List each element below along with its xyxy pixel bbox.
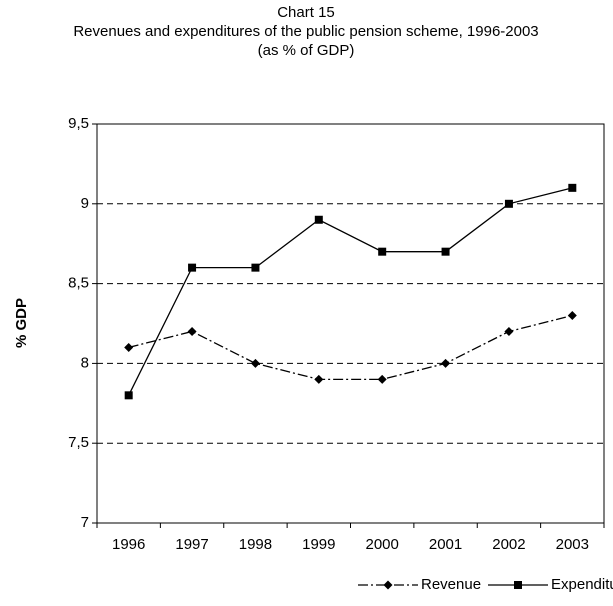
- y-axis-label: % GDP: [13, 298, 30, 348]
- marker: [250, 358, 260, 368]
- legend-marker: [514, 581, 522, 589]
- chart-subtitle: Revenues and expenditures of the public …: [73, 23, 538, 40]
- x-tick-label: 1998: [239, 536, 272, 553]
- marker: [188, 263, 197, 272]
- marker: [504, 199, 513, 208]
- chart-title: Chart 15: [277, 4, 335, 21]
- x-tick-label: 2000: [366, 536, 399, 553]
- y-tick-label: 9,5: [68, 115, 89, 132]
- marker: [314, 215, 323, 224]
- series-line: [128, 187, 573, 396]
- marker: [567, 311, 577, 321]
- y-tick-label: 9: [81, 195, 89, 212]
- y-tick-label: 7,5: [68, 434, 89, 451]
- y-tick-label: 7: [81, 514, 89, 531]
- y-tick-label: 8: [81, 354, 89, 371]
- x-tick-label: 2002: [492, 536, 525, 553]
- marker: [568, 183, 577, 192]
- series-line: [128, 314, 573, 381]
- legend-label: Expenditure: [551, 576, 613, 593]
- marker: [378, 247, 387, 256]
- legend-marker: [383, 580, 393, 590]
- x-tick-label: 1997: [175, 536, 208, 553]
- legend-label: Revenue: [421, 576, 481, 593]
- marker: [187, 326, 197, 336]
- x-tick-label: 2001: [429, 536, 462, 553]
- marker: [314, 374, 324, 384]
- marker: [124, 391, 133, 400]
- marker: [251, 263, 260, 272]
- x-tick-label: 1999: [302, 536, 335, 553]
- x-tick-label: 2003: [556, 536, 589, 553]
- y-tick-label: 8,5: [68, 275, 89, 292]
- chart-subtitle: (as % of GDP): [258, 42, 355, 59]
- x-tick-label: 1996: [112, 536, 145, 553]
- marker: [377, 374, 387, 384]
- plot-area: [96, 123, 605, 524]
- marker: [124, 342, 134, 352]
- marker: [441, 358, 451, 368]
- marker: [441, 247, 450, 256]
- marker: [504, 326, 514, 336]
